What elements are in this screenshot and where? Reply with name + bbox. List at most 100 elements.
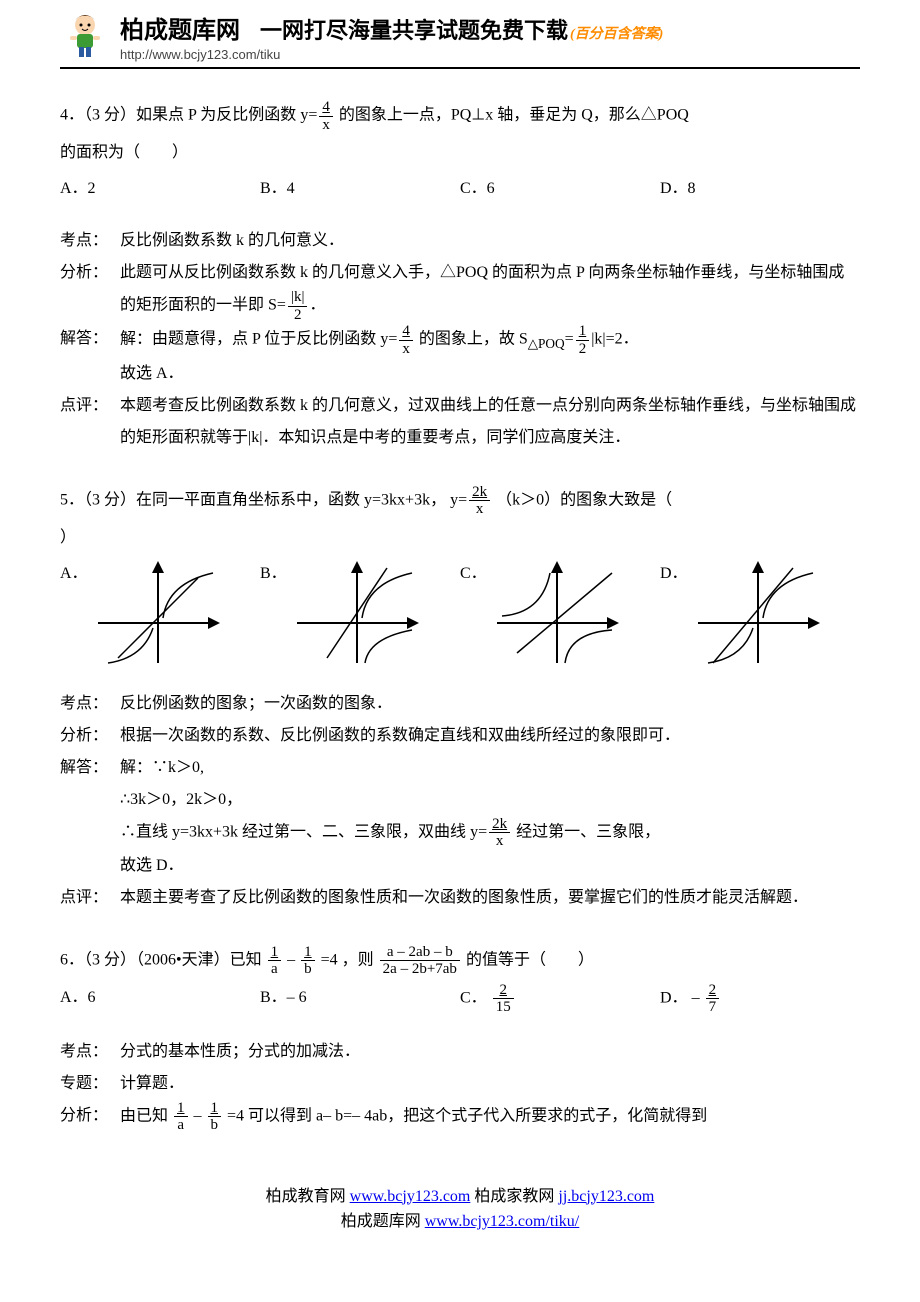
q6-f2n: 1 [301,944,315,962]
q5-kaodian: 反比例函数的图象；一次函数的图象． [120,688,860,720]
q6-opt-d-wrap: D． – 27 [660,982,860,1016]
q5-y: y= [450,491,467,508]
header-text: 柏成题库网 一网打尽海量共享试题免费下载 (百分百含答案) http://www… [120,10,663,62]
q5-graph-a [88,558,228,668]
q4-fenxi-tail: ． [309,297,325,314]
header-url: http://www.bcjy123.com/tiku [120,47,663,62]
q6-stem-b: ，则 [342,951,374,968]
q5-fn1: y=3kx+3k [364,491,430,508]
q6-f1n: 1 [268,944,282,962]
badge: (百分百含答案) [570,23,663,43]
q6-ff2d: b [208,1117,222,1134]
q5-opt-a-wrap: A． [60,558,260,668]
q6-f1d: a [268,961,282,978]
q6-opt-a: A．6 [60,982,260,1016]
q4-kaodian-label: 考点： [60,225,120,257]
q5-opt-d: D． [660,558,688,590]
page-header: 柏成题库网 一网打尽海量共享试题免费下载 (百分百含答案) http://www… [60,0,860,69]
q6-opt-c-lbl: C． [460,989,487,1006]
q5-stem-b: （k＞0）的图象大致是（ [496,491,672,508]
q6-stem-a: 6．（3 分）（2006•天津）已知 [60,951,262,968]
q5-jieda-label: 解答： [60,752,120,784]
q6-bigd: 2a – 2b+7ab [380,961,460,978]
q4-frac-num: 4 [319,99,333,117]
q4-fenxi-label: 分析： [60,257,120,289]
q5-jc-y: y= [470,823,487,840]
q5-opt-c: C． [460,558,487,590]
q5-graph-b [287,558,427,668]
q4-jieda-num2: 1 [576,323,590,341]
q4-jieda-y: y= [380,331,397,348]
q5-opt-a: A． [60,558,88,590]
footer-link-1[interactable]: www.bcjy123.com [350,1188,471,1205]
q4-jieda-b: 的图象上，故 S [419,331,528,348]
footer-1b: 柏成家教网 [474,1188,558,1205]
q4-jieda-den2: 2 [576,341,590,358]
q4-fenxi: 此题可从反比例函数系数 k 的几何意义入手，△POQ 的面积为点 P 向两条坐标… [120,264,844,314]
q6-f2d: b [301,961,315,978]
q5-opt-d-wrap: D． [660,558,860,668]
q4-jieda-d: 故选 A． [120,358,860,390]
q5-jieda-c-b: 经过第一、三象限， [516,823,660,840]
site-name: 柏成题库网 [120,10,240,45]
q5-opt-b: B． [260,558,287,590]
q6-dn: 2 [706,982,720,1000]
q6-cn: 2 [493,982,514,1000]
q4-dianping: 本题考查反比例函数系数 k 的几何意义，过双曲线上的任意一点分别向两条坐标轴作垂… [120,390,860,454]
q4-dianping-label: 点评： [60,390,120,422]
footer-link-2[interactable]: jj.bcjy123.com [558,1188,654,1205]
q4-y: y= [300,107,317,124]
slogan: 一网打尽海量共享试题免费下载 [260,13,568,45]
q6-fenxi-label: 分析： [60,1100,120,1132]
footer-1a: 柏成教育网 [266,1188,350,1205]
q5-jieda-b: ∴3k＞0，2k＞0， [120,784,860,816]
q4-jieda-c: |k|=2． [591,331,638,348]
q4-kaodian: 反比例函数系数 k 的几何意义． [120,225,860,257]
q6-dd: 7 [706,999,720,1016]
q6-ff2n: 1 [208,1100,222,1118]
q5-graph-c [487,558,627,668]
q6-feq: =4 [227,1107,244,1124]
mascot-icon [60,10,110,60]
q5-jc-den: x [489,833,510,850]
q4-frac-den: x [319,117,333,134]
q4-stem-b: 的图象上一点，PQ⊥x 轴，垂足为 Q，那么△POQ [339,107,689,124]
footer-2a: 柏成题库网 [341,1213,425,1230]
q5-stem-c: ） [60,522,860,554]
q4-jieda-a: 解：由题意得，点 P 位于反比例函数 [120,331,376,348]
q4-jieda-num: 4 [399,323,413,341]
q5-jieda-a: 解：∵k＞0, [120,752,860,784]
q5-dianping-label: 点评： [60,882,120,914]
q5-fenxi: 根据一次函数的系数、反比例函数的系数确定直线和双曲线所经过的象限即可． [120,720,860,752]
q6-opt-d-lbl: D． [660,989,688,1006]
q6-opt-b: B．– 6 [260,982,460,1016]
q6-fminus: – [194,1107,206,1124]
q4-jieda-sub: △POQ [528,336,565,351]
q5-frac-den: x [469,501,490,518]
q6-fenxi-b: 可以得到 a– b=– 4ab，把这个式子代入所要求的式子，化简就得到 [248,1107,707,1124]
q4-stem-c: 的面积为（ ） [60,137,860,169]
q5-opt-c-wrap: C． [460,558,660,668]
question-4: 4．（3 分）如果点 P 为反比例函数 y=4x 的图象上一点，PQ⊥x 轴，垂… [60,99,860,454]
page-footer: 柏成教育网 www.bcjy123.com 柏成家教网 jj.bcjy123.c… [60,1184,860,1235]
q6-minus: – [287,951,299,968]
q6-ff1n: 1 [174,1100,188,1118]
q5-comma: ， [430,491,446,508]
q4-opt-c: C．6 [460,173,660,205]
q6-fenxi-a: 由已知 [120,1107,168,1124]
q6-zhuanti: 计算题． [120,1068,860,1100]
q6-zhuanti-label: 专题： [60,1068,120,1100]
q4-jieda-label: 解答： [60,323,120,355]
q6-kaodian-label: 考点： [60,1036,120,1068]
q5-stem-a: 5．（3 分）在同一平面直角坐标系中，函数 [60,491,360,508]
footer-link-3[interactable]: www.bcjy123.com/tiku/ [425,1213,580,1230]
q6-dn-neg: – [692,989,704,1006]
q5-fenxi-label: 分析： [60,720,120,752]
q6-eq4: =4 [321,951,338,968]
q5-jc-num: 2k [489,816,510,834]
q6-stem-c: 的值等于（ ） [466,951,594,968]
q4-stem-a: 4．（3 分）如果点 P 为反比例函数 [60,107,296,124]
q4-jieda-eq: = [565,331,574,348]
q5-kaodian-label: 考点： [60,688,120,720]
question-6: 6．（3 分）（2006•天津）已知 1a – 1b =4 ，则 a – 2ab… [60,944,860,1134]
